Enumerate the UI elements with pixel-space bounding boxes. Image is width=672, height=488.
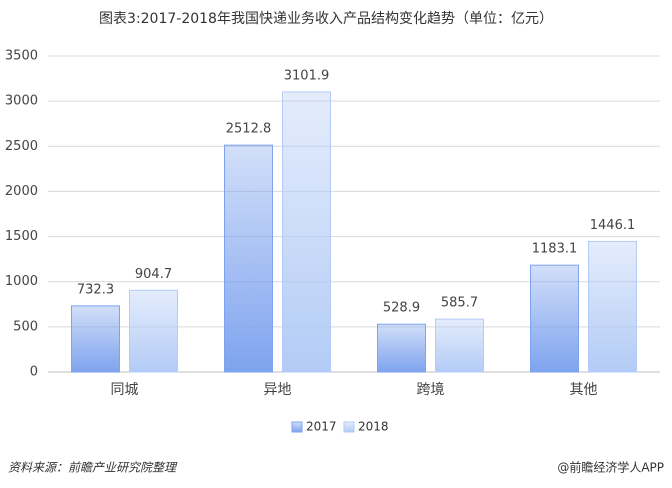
data-label: 585.7 (441, 296, 478, 311)
bar (435, 318, 484, 373)
bar (282, 91, 331, 373)
bar (530, 264, 579, 373)
chart-title: 图表3:2017-2018年我国快递业务收入产品结构变化趋势（单位：亿元） (99, 11, 553, 27)
data-label: 732.3 (77, 282, 114, 297)
data-label: 528.9 (383, 301, 420, 316)
x-tick-label: 其他 (570, 382, 598, 398)
y-tick-label: 3000 (5, 94, 38, 109)
legend-label: 2017 (306, 420, 337, 434)
data-label: 1183.1 (532, 242, 578, 257)
x-tick-label: 跨境 (417, 382, 445, 398)
bar (71, 305, 120, 373)
y-tick-label: 0 (30, 365, 38, 380)
y-tick-label: 2500 (5, 139, 38, 154)
y-tick-label: 1500 (5, 229, 38, 244)
y-tick-label: 1000 (5, 274, 38, 289)
bar (129, 289, 178, 373)
x-tick-label: 同城 (111, 382, 139, 398)
legend-swatch (343, 421, 355, 433)
data-label: 904.7 (135, 267, 172, 282)
legend-swatch (291, 421, 303, 433)
data-label: 3101.9 (284, 68, 330, 83)
credit: @前瞻经济学人APP (557, 460, 664, 475)
y-tick-label: 2000 (5, 184, 38, 199)
y-tick-label: 3500 (5, 49, 38, 64)
bar (224, 144, 273, 373)
source-note: 资料来源：前瞻产业研究院整理 (8, 461, 178, 475)
bar (377, 323, 426, 373)
x-tick-label: 异地 (264, 382, 292, 398)
bar (588, 240, 637, 373)
data-label: 2512.8 (226, 122, 272, 137)
y-tick-label: 500 (13, 319, 38, 334)
data-label: 1446.1 (590, 218, 636, 233)
legend-label: 2018 (358, 420, 389, 434)
